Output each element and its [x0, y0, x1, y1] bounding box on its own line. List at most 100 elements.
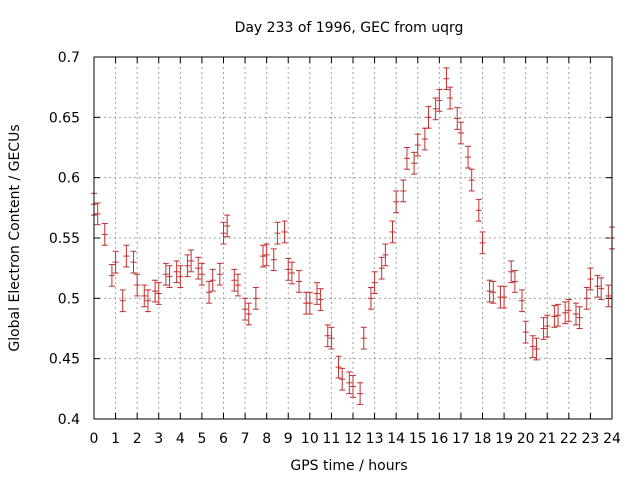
data-point — [94, 202, 101, 226]
data-point — [572, 302, 579, 326]
data-point — [382, 243, 389, 267]
data-point — [522, 320, 529, 344]
data-point — [555, 303, 562, 327]
data-point — [317, 288, 324, 311]
data-point — [346, 371, 353, 395]
data-point — [540, 317, 547, 340]
data-point — [296, 270, 303, 293]
data-point — [465, 145, 472, 169]
x-tick-label: 12 — [344, 431, 362, 447]
data-point — [511, 270, 518, 293]
x-tick-label: 16 — [430, 431, 448, 447]
data-point — [252, 286, 259, 310]
data-point — [162, 262, 169, 286]
data-point — [216, 262, 223, 286]
y-tick-labels: 0.4 0.45 0.5 0.55 0.6 0.65 0.7 — [49, 50, 80, 428]
data-point — [447, 86, 454, 110]
data-point — [245, 302, 252, 326]
x-tick-label: 5 — [197, 431, 206, 447]
data-point — [177, 265, 184, 288]
y-tick-label: 0.45 — [49, 352, 80, 368]
data-point — [274, 221, 281, 245]
x-tick-label: 24 — [603, 431, 621, 447]
data-point — [119, 289, 126, 313]
data-point — [457, 121, 464, 145]
x-tick-label: 20 — [517, 431, 535, 447]
y-tick-label: 0.6 — [58, 171, 80, 187]
data-point — [501, 285, 508, 309]
data-point — [421, 127, 428, 151]
x-tick-label: 17 — [452, 431, 470, 447]
x-axis-label: GPS time / hours — [290, 458, 407, 474]
data-points — [91, 67, 615, 406]
data-point — [231, 268, 238, 292]
data-point — [529, 335, 536, 358]
data-point — [565, 299, 572, 322]
x-tick-label: 3 — [154, 431, 163, 447]
grid-layer — [94, 57, 612, 419]
x-tick-label: 2 — [133, 431, 142, 447]
data-point — [551, 305, 558, 328]
data-point — [443, 67, 450, 91]
data-point — [101, 223, 108, 246]
data-point — [259, 244, 266, 268]
data-point — [425, 105, 432, 129]
data-point — [166, 265, 173, 288]
x-tick-label: 4 — [176, 431, 185, 447]
x-tick-label: 11 — [323, 431, 341, 447]
y-tick-label: 0.65 — [49, 110, 80, 126]
y-tick-label: 0.5 — [58, 291, 80, 307]
data-point — [393, 190, 400, 214]
data-point — [432, 97, 439, 121]
data-point — [454, 107, 461, 130]
data-point — [490, 280, 497, 304]
data-point — [112, 250, 119, 274]
x-tick-label: 15 — [409, 431, 427, 447]
data-point — [508, 260, 515, 284]
x-tick-label: 14 — [387, 431, 405, 447]
data-point — [270, 248, 277, 272]
data-point — [583, 286, 590, 310]
data-point — [544, 314, 551, 338]
data-point — [288, 261, 295, 285]
data-point — [220, 221, 227, 245]
data-point — [335, 355, 342, 379]
x-tick-label: 18 — [474, 431, 492, 447]
data-point — [206, 280, 213, 304]
data-point — [263, 243, 270, 267]
x-tick-label: 22 — [560, 431, 578, 447]
y-tick-label: 0.4 — [58, 412, 80, 428]
x-tick-label: 19 — [495, 431, 513, 447]
data-point — [486, 279, 493, 303]
x-tick-label: 13 — [366, 431, 384, 447]
data-point — [468, 168, 475, 192]
x-tick-label: 1 — [111, 431, 120, 447]
x-tick-label: 9 — [284, 431, 293, 447]
data-point — [108, 264, 115, 287]
data-point — [403, 147, 410, 170]
data-point — [328, 326, 335, 350]
data-point — [518, 289, 525, 313]
data-point — [134, 273, 141, 297]
data-point — [324, 324, 331, 348]
data-point — [234, 273, 241, 297]
data-point — [389, 220, 396, 244]
x-tick-label: 6 — [219, 431, 228, 447]
data-point — [155, 282, 162, 305]
data-point — [371, 271, 378, 295]
x-tick-label: 10 — [301, 431, 319, 447]
data-point — [130, 250, 137, 274]
chart-title: Day 233 of 1996, GEC from uqrg — [235, 20, 464, 36]
plot-frame — [93, 56, 613, 420]
data-point — [475, 198, 482, 222]
data-point — [605, 284, 612, 308]
data-point — [224, 214, 231, 238]
x-tick-labels: 0 1 2 3 4 5 6 7 8 9 10 11 12 13 14 15 16 17 18 19 20 21 22 23 24 — [90, 431, 621, 447]
data-point — [411, 151, 418, 175]
data-point — [367, 286, 374, 310]
x-tick-label: 21 — [538, 431, 556, 447]
y-tick-label: 0.55 — [49, 231, 80, 247]
data-point — [313, 282, 320, 305]
data-point — [123, 244, 130, 268]
data-point — [479, 231, 486, 255]
